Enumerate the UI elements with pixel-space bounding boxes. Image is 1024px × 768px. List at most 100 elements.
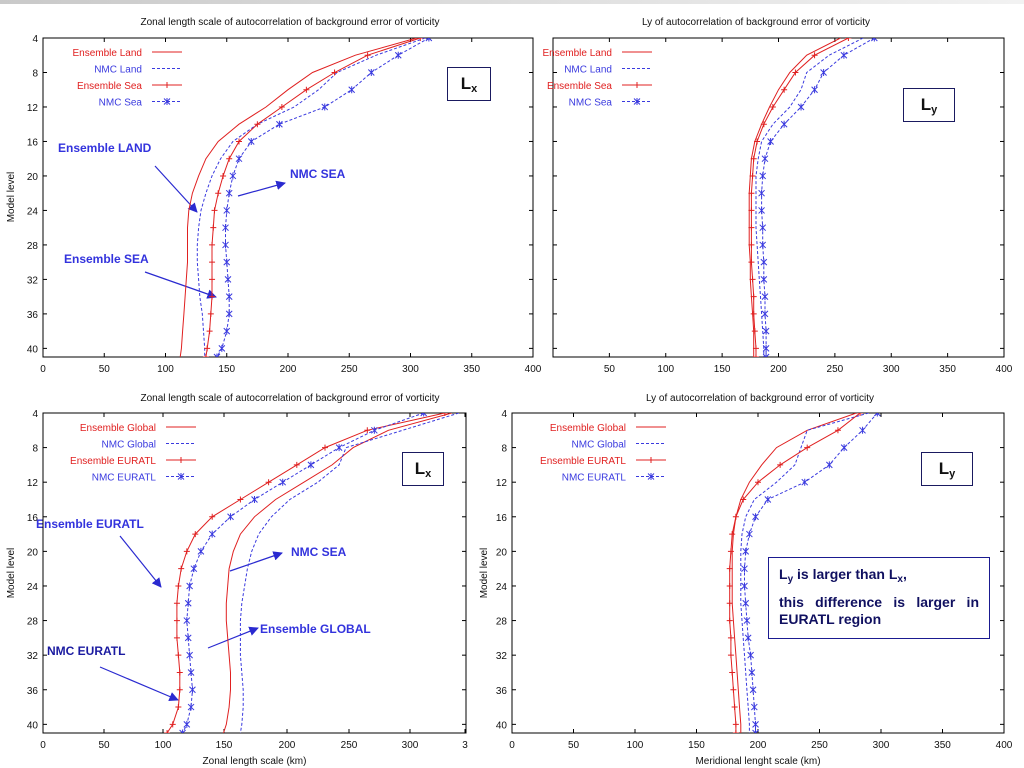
annotation-arrow xyxy=(144,271,217,299)
legend-label: NMC EURATL xyxy=(92,473,157,484)
series-point xyxy=(187,703,195,711)
x-tick-label: 0 xyxy=(40,740,46,751)
series-line-0 xyxy=(731,413,857,733)
series-point xyxy=(321,103,329,111)
y-tick-label: 16 xyxy=(496,513,508,524)
series-point xyxy=(186,582,193,590)
series-point xyxy=(777,461,784,468)
series-point xyxy=(207,310,214,317)
series-point xyxy=(251,495,258,503)
note-ly-letter: L xyxy=(779,566,788,582)
series-point xyxy=(183,720,191,728)
series-point xyxy=(748,241,755,248)
comparison-note: Ly is larger than Lx, this difference is… xyxy=(768,557,990,639)
lx-letter: L xyxy=(460,74,472,93)
legend-label: Ensemble Sea xyxy=(77,81,142,92)
legend-label: Ensemble Global xyxy=(80,423,156,434)
series-point xyxy=(729,669,736,676)
series-point xyxy=(727,634,734,641)
chart-title: Ly of autocorrelation of background erro… xyxy=(642,17,870,28)
series-point xyxy=(870,38,878,42)
series-point xyxy=(726,582,733,589)
series-point xyxy=(748,190,755,197)
series-point xyxy=(727,548,734,555)
series-point xyxy=(225,189,233,197)
series-point xyxy=(732,730,739,733)
series-group xyxy=(179,38,433,357)
y-tick-label: 36 xyxy=(496,686,508,697)
series-point xyxy=(213,353,221,357)
series-point xyxy=(760,258,768,266)
series-point xyxy=(781,86,788,93)
y-tick-label: 24 xyxy=(27,582,39,593)
ly-letter: L xyxy=(938,459,950,478)
series-point xyxy=(726,565,733,572)
x-tick-label: 100 xyxy=(157,364,174,375)
series-point xyxy=(208,530,216,538)
series-point xyxy=(209,513,216,520)
y-tick-label: 32 xyxy=(496,651,508,662)
series-point xyxy=(752,720,759,728)
legend-label: Ensemble Land xyxy=(543,48,613,59)
x-tick-label: 150 xyxy=(688,740,705,751)
series-point xyxy=(394,51,402,59)
legend-label: NMC Global xyxy=(102,440,156,451)
x-tick-label: 350 xyxy=(463,364,480,375)
series-point xyxy=(840,444,848,452)
annotation-label: NMC SEA xyxy=(290,167,346,181)
series-point xyxy=(209,293,216,300)
series-point xyxy=(760,121,767,128)
series-point xyxy=(751,328,758,335)
lx-letter: L xyxy=(414,459,426,478)
series-point xyxy=(750,293,757,300)
series-point xyxy=(183,617,191,625)
series-point xyxy=(727,652,734,659)
series-point xyxy=(335,444,343,452)
series-point xyxy=(750,310,757,317)
series-point xyxy=(209,241,216,248)
x-tick-label: 100 xyxy=(155,740,172,751)
y-tick-label: 32 xyxy=(27,651,39,662)
series-point xyxy=(211,207,218,214)
series-point xyxy=(348,86,356,94)
legend-marker xyxy=(648,457,654,463)
x-tick-label: 400 xyxy=(996,364,1013,375)
y-tick-label: 8 xyxy=(32,444,38,455)
legend-label: Ensemble EURATL xyxy=(540,456,626,467)
series-point xyxy=(801,478,809,486)
annotation-arrow xyxy=(119,535,162,588)
ly-box-bottom: Ly xyxy=(921,452,973,486)
series-line-0 xyxy=(223,413,453,733)
legend-marker xyxy=(163,98,171,105)
y-tick-label: 8 xyxy=(32,68,38,79)
series-point xyxy=(780,120,788,128)
series-group xyxy=(748,38,878,357)
note-mid-text: is larger than L xyxy=(793,566,898,582)
x-tick-label: 250 xyxy=(341,364,358,375)
note-lx-sub: x xyxy=(897,574,903,585)
series-point xyxy=(187,668,195,676)
series-point xyxy=(237,496,244,503)
y-tick-label: 28 xyxy=(496,617,508,628)
series-point xyxy=(752,513,759,521)
y-tick-label: 12 xyxy=(496,478,508,489)
series-point xyxy=(742,599,750,607)
lx-box-bottom: Lx xyxy=(402,452,444,486)
series-point xyxy=(758,189,765,197)
series-point xyxy=(215,190,222,197)
note-line-1: Ly is larger than Lx, xyxy=(779,566,979,588)
series-point xyxy=(210,224,217,231)
x-tick-label: 350 xyxy=(934,740,951,751)
y-axis-label: Model level xyxy=(479,548,490,599)
series-line-1 xyxy=(239,413,460,733)
x-tick-label: 300 xyxy=(883,364,900,375)
series-point xyxy=(748,668,756,676)
series-point xyxy=(173,617,180,624)
y-tick-label: 16 xyxy=(27,137,39,148)
series-point xyxy=(750,703,758,711)
x-tick-label: 0 xyxy=(40,364,46,375)
series-point xyxy=(748,259,755,266)
legend: Ensemble Global NMC Global Ensemble EURATL… xyxy=(540,423,666,484)
x-tick-label: 200 xyxy=(750,740,767,751)
series-point xyxy=(804,444,811,451)
